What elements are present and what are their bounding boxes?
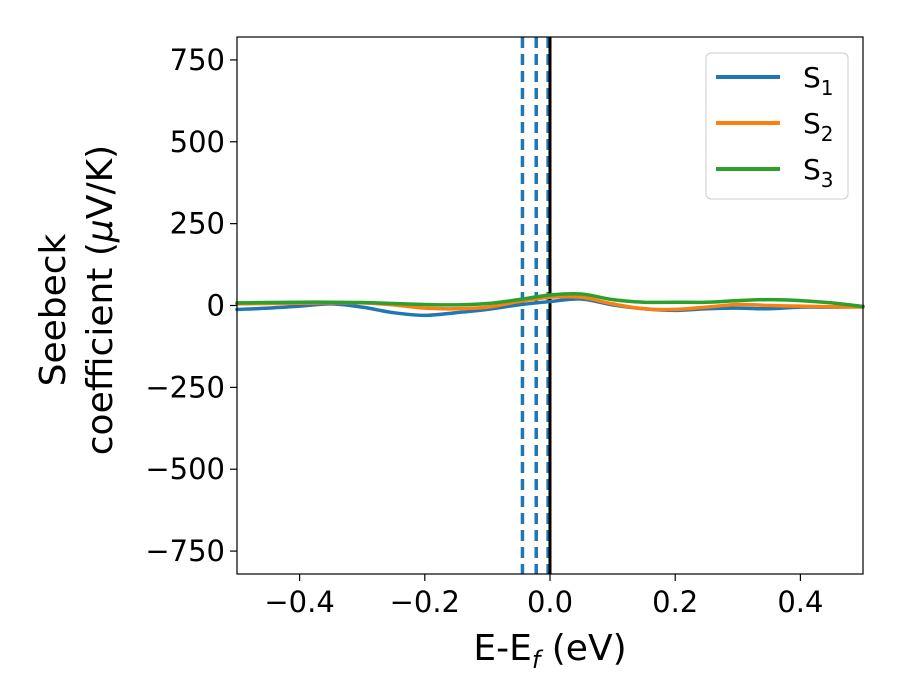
y-tick-label: 0 <box>207 289 225 323</box>
y-tick-label: 500 <box>170 125 225 159</box>
legend-label-s1: S1 <box>803 61 834 100</box>
legend-label-s3: S3 <box>803 153 834 192</box>
y-tick-label: 250 <box>170 207 225 241</box>
x-tick-label: 0.2 <box>652 585 698 619</box>
legend-label-s2: S2 <box>803 107 834 146</box>
y-tick-label: 750 <box>170 43 225 77</box>
y-tick-label: −500 <box>145 452 225 486</box>
x-tick-label: 0.0 <box>527 585 573 619</box>
legend-box <box>705 52 849 200</box>
y-axis: 750 500 250 0 −250 −500 −750 <box>145 43 237 568</box>
series-lines <box>235 291 865 318</box>
series-line-s3 <box>235 291 865 309</box>
y-tick-label: −250 <box>145 370 225 404</box>
y-axis-title-line1: Seebeck <box>33 233 74 386</box>
x-tick-label: 0.4 <box>777 585 823 619</box>
y-tick-label: −750 <box>145 534 225 568</box>
y-axis-title-line2: coefficient (μV/K) <box>80 145 121 455</box>
x-axis-title: E-Ef (eV) <box>473 628 626 674</box>
legend: S1 S2 S3 <box>705 52 849 200</box>
x-tick-label: −0.2 <box>390 585 460 619</box>
x-tick-label: −0.4 <box>264 585 334 619</box>
vertical-reference-lines <box>520 37 552 574</box>
x-axis: −0.4 −0.2 0.0 0.2 0.4 <box>264 574 823 619</box>
